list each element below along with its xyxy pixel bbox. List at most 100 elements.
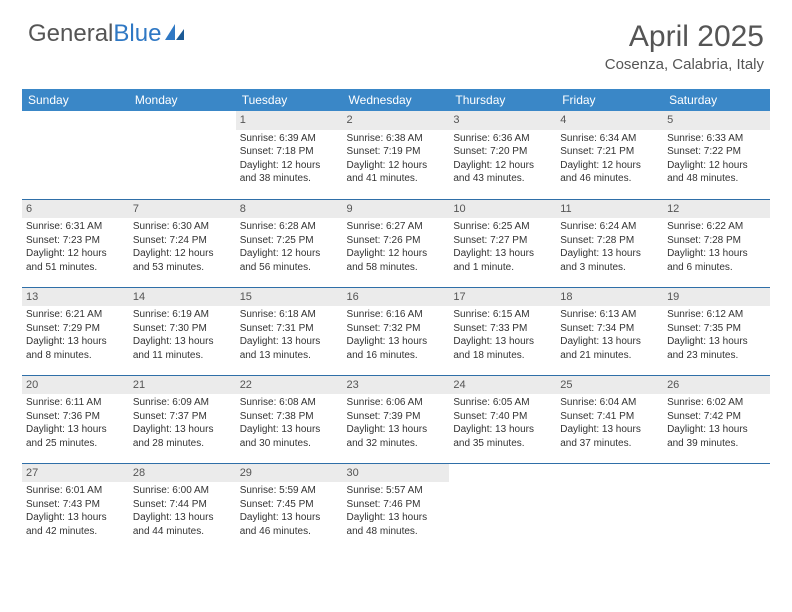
calendar-table: Sunday Monday Tuesday Wednesday Thursday… <box>22 89 770 551</box>
calendar-cell: 1Sunrise: 6:39 AMSunset: 7:18 PMDaylight… <box>236 111 343 199</box>
daylight-text: Daylight: 12 hours and 38 minutes. <box>240 159 339 186</box>
sunset-text: Sunset: 7:28 PM <box>560 234 659 248</box>
daylight-text: Daylight: 12 hours and 53 minutes. <box>133 247 232 274</box>
day-number: 11 <box>556 200 663 219</box>
calendar-cell: 5Sunrise: 6:33 AMSunset: 7:22 PMDaylight… <box>663 111 770 199</box>
sunrise-text: Sunrise: 6:05 AM <box>453 396 552 410</box>
calendar-cell: 6Sunrise: 6:31 AMSunset: 7:23 PMDaylight… <box>22 199 129 287</box>
day-details: Sunrise: 6:09 AMSunset: 7:37 PMDaylight:… <box>133 396 232 450</box>
sunset-text: Sunset: 7:37 PM <box>133 410 232 424</box>
header: GeneralBlue April 2025 Cosenza, Calabria… <box>0 0 792 81</box>
sunrise-text: Sunrise: 6:04 AM <box>560 396 659 410</box>
sunset-text: Sunset: 7:39 PM <box>347 410 446 424</box>
sunset-text: Sunset: 7:23 PM <box>26 234 125 248</box>
calendar-cell: 19Sunrise: 6:12 AMSunset: 7:35 PMDayligh… <box>663 287 770 375</box>
sunset-text: Sunset: 7:22 PM <box>667 145 766 159</box>
daylight-text: Daylight: 13 hours and 30 minutes. <box>240 423 339 450</box>
daylight-text: Daylight: 13 hours and 13 minutes. <box>240 335 339 362</box>
calendar-cell: 20Sunrise: 6:11 AMSunset: 7:36 PMDayligh… <box>22 375 129 463</box>
calendar-row: 6Sunrise: 6:31 AMSunset: 7:23 PMDaylight… <box>22 199 770 287</box>
day-details: Sunrise: 6:25 AMSunset: 7:27 PMDaylight:… <box>453 220 552 274</box>
calendar-cell: 23Sunrise: 6:06 AMSunset: 7:39 PMDayligh… <box>343 375 450 463</box>
day-details: Sunrise: 6:05 AMSunset: 7:40 PMDaylight:… <box>453 396 552 450</box>
weekday-header: Monday <box>129 89 236 111</box>
day-details: Sunrise: 6:19 AMSunset: 7:30 PMDaylight:… <box>133 308 232 362</box>
day-details: Sunrise: 6:24 AMSunset: 7:28 PMDaylight:… <box>560 220 659 274</box>
sunrise-text: Sunrise: 6:15 AM <box>453 308 552 322</box>
daylight-text: Daylight: 13 hours and 1 minute. <box>453 247 552 274</box>
sunset-text: Sunset: 7:19 PM <box>347 145 446 159</box>
daylight-text: Daylight: 13 hours and 39 minutes. <box>667 423 766 450</box>
sunset-text: Sunset: 7:45 PM <box>240 498 339 512</box>
daylight-text: Daylight: 13 hours and 48 minutes. <box>347 511 446 538</box>
sunrise-text: Sunrise: 6:12 AM <box>667 308 766 322</box>
calendar-cell: 13Sunrise: 6:21 AMSunset: 7:29 PMDayligh… <box>22 287 129 375</box>
sunrise-text: Sunrise: 6:39 AM <box>240 132 339 146</box>
daylight-text: Daylight: 13 hours and 44 minutes. <box>133 511 232 538</box>
daylight-text: Daylight: 13 hours and 46 minutes. <box>240 511 339 538</box>
daylight-text: Daylight: 12 hours and 41 minutes. <box>347 159 446 186</box>
day-number: 30 <box>343 464 450 483</box>
daylight-text: Daylight: 12 hours and 46 minutes. <box>560 159 659 186</box>
day-number: 26 <box>663 376 770 395</box>
sunrise-text: Sunrise: 6:28 AM <box>240 220 339 234</box>
sunrise-text: Sunrise: 6:01 AM <box>26 484 125 498</box>
day-details: Sunrise: 6:18 AMSunset: 7:31 PMDaylight:… <box>240 308 339 362</box>
day-details: Sunrise: 5:59 AMSunset: 7:45 PMDaylight:… <box>240 484 339 538</box>
day-number: 28 <box>129 464 236 483</box>
calendar-cell: 28Sunrise: 6:00 AMSunset: 7:44 PMDayligh… <box>129 463 236 551</box>
day-number: 20 <box>22 376 129 395</box>
daylight-text: Daylight: 13 hours and 42 minutes. <box>26 511 125 538</box>
day-number: 25 <box>556 376 663 395</box>
daylight-text: Daylight: 13 hours and 23 minutes. <box>667 335 766 362</box>
calendar-cell: 11Sunrise: 6:24 AMSunset: 7:28 PMDayligh… <box>556 199 663 287</box>
logo-text-1: General <box>28 20 113 48</box>
day-details: Sunrise: 6:12 AMSunset: 7:35 PMDaylight:… <box>667 308 766 362</box>
sunrise-text: Sunrise: 6:16 AM <box>347 308 446 322</box>
sunset-text: Sunset: 7:42 PM <box>667 410 766 424</box>
calendar-cell: 10Sunrise: 6:25 AMSunset: 7:27 PMDayligh… <box>449 199 556 287</box>
weekday-header: Sunday <box>22 89 129 111</box>
daylight-text: Daylight: 12 hours and 56 minutes. <box>240 247 339 274</box>
day-number: 14 <box>129 288 236 307</box>
calendar-cell <box>556 463 663 551</box>
calendar-row: 20Sunrise: 6:11 AMSunset: 7:36 PMDayligh… <box>22 375 770 463</box>
calendar-cell: 24Sunrise: 6:05 AMSunset: 7:40 PMDayligh… <box>449 375 556 463</box>
day-number: 7 <box>129 200 236 219</box>
sunrise-text: Sunrise: 6:00 AM <box>133 484 232 498</box>
calendar-cell: 25Sunrise: 6:04 AMSunset: 7:41 PMDayligh… <box>556 375 663 463</box>
calendar-cell: 3Sunrise: 6:36 AMSunset: 7:20 PMDaylight… <box>449 111 556 199</box>
sunset-text: Sunset: 7:40 PM <box>453 410 552 424</box>
day-number: 2 <box>343 111 450 130</box>
calendar-cell <box>22 111 129 199</box>
sunrise-text: Sunrise: 6:30 AM <box>133 220 232 234</box>
day-number: 15 <box>236 288 343 307</box>
daylight-text: Daylight: 13 hours and 25 minutes. <box>26 423 125 450</box>
sunrise-text: Sunrise: 6:24 AM <box>560 220 659 234</box>
day-number: 17 <box>449 288 556 307</box>
calendar-cell: 26Sunrise: 6:02 AMSunset: 7:42 PMDayligh… <box>663 375 770 463</box>
sunrise-text: Sunrise: 6:21 AM <box>26 308 125 322</box>
sunrise-text: Sunrise: 6:19 AM <box>133 308 232 322</box>
day-details: Sunrise: 6:00 AMSunset: 7:44 PMDaylight:… <box>133 484 232 538</box>
sunset-text: Sunset: 7:36 PM <box>26 410 125 424</box>
sunrise-text: Sunrise: 6:13 AM <box>560 308 659 322</box>
day-number: 19 <box>663 288 770 307</box>
sunrise-text: Sunrise: 6:38 AM <box>347 132 446 146</box>
day-details: Sunrise: 6:21 AMSunset: 7:29 PMDaylight:… <box>26 308 125 362</box>
sunrise-text: Sunrise: 6:33 AM <box>667 132 766 146</box>
calendar-cell: 29Sunrise: 5:59 AMSunset: 7:45 PMDayligh… <box>236 463 343 551</box>
sunrise-text: Sunrise: 6:06 AM <box>347 396 446 410</box>
daylight-text: Daylight: 13 hours and 21 minutes. <box>560 335 659 362</box>
sunset-text: Sunset: 7:46 PM <box>347 498 446 512</box>
calendar-row: 27Sunrise: 6:01 AMSunset: 7:43 PMDayligh… <box>22 463 770 551</box>
sunrise-text: Sunrise: 5:57 AM <box>347 484 446 498</box>
weekday-header: Tuesday <box>236 89 343 111</box>
day-number: 23 <box>343 376 450 395</box>
page-title: April 2025 <box>605 20 764 54</box>
sunset-text: Sunset: 7:31 PM <box>240 322 339 336</box>
day-number: 18 <box>556 288 663 307</box>
sunrise-text: Sunrise: 6:25 AM <box>453 220 552 234</box>
sunset-text: Sunset: 7:18 PM <box>240 145 339 159</box>
calendar-cell: 22Sunrise: 6:08 AMSunset: 7:38 PMDayligh… <box>236 375 343 463</box>
